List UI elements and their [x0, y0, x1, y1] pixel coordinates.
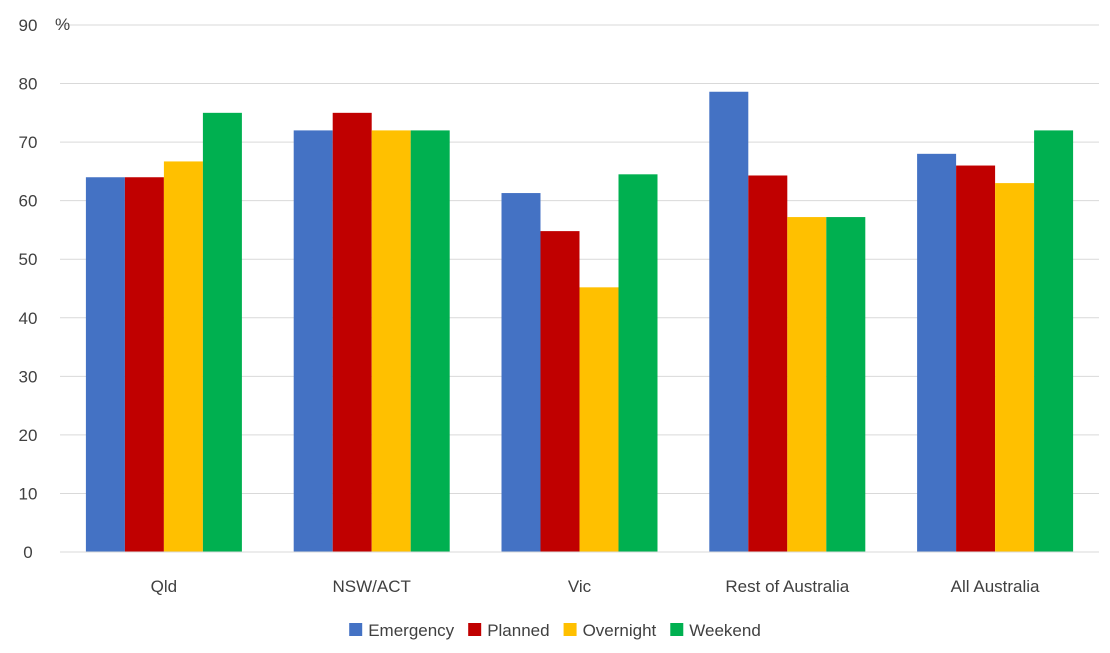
legend-label-planned: Planned	[487, 621, 549, 640]
x-tick-label: Vic	[568, 577, 592, 596]
legend-swatch-emergency	[349, 623, 363, 636]
legend-label-overnight: Overnight	[583, 621, 657, 640]
legend-swatch-overnight	[563, 623, 577, 636]
bar-emergency-2	[501, 193, 541, 552]
bar-weekend-3	[826, 217, 866, 552]
x-tick-label: Rest of Australia	[725, 577, 849, 596]
bar-overnight-1	[371, 130, 411, 552]
y-tick-label: 30	[19, 367, 38, 386]
bar-planned-2	[540, 231, 580, 553]
bar-emergency-0	[85, 177, 125, 552]
y-tick-label: 0	[23, 543, 32, 562]
bar-planned-3	[748, 175, 788, 552]
y-tick-label: 50	[19, 250, 38, 269]
bar-weekend-4	[1034, 130, 1074, 552]
y-tick-label: 90	[19, 16, 38, 35]
y-tick-label: 70	[19, 133, 38, 152]
x-tick-label: All Australia	[951, 577, 1040, 596]
legend-label-emergency: Emergency	[368, 621, 454, 640]
y-tick-label: 10	[19, 484, 38, 503]
y-tick-label: 80	[19, 75, 38, 94]
bar-emergency-4	[917, 153, 957, 553]
bar-planned-0	[124, 177, 164, 552]
y-axis-unit-label: %	[55, 15, 70, 34]
bar-weekend-1	[410, 130, 450, 552]
x-tick-label: NSW/ACT	[333, 577, 411, 596]
bar-overnight-2	[579, 287, 619, 552]
legend: Emergency Planned Overnight Weekend	[349, 621, 761, 640]
bar-planned-4	[956, 165, 996, 553]
bar-planned-1	[332, 112, 372, 552]
bar-emergency-1	[293, 130, 333, 552]
bars	[85, 91, 1074, 553]
x-tick-label: Qld	[151, 577, 177, 596]
x-axis-labels: Qld NSW/ACT Vic Rest of Australia All Austra…	[151, 577, 1040, 596]
bar-overnight-3	[787, 217, 827, 552]
y-axis-ticks: 0 10 20 30 40 50 60 70 80 90	[19, 16, 38, 562]
y-tick-label: 40	[19, 309, 38, 328]
legend-swatch-planned	[468, 623, 482, 636]
y-tick-label: 60	[19, 192, 38, 211]
bar-weekend-2	[618, 174, 658, 553]
bar-overnight-0	[163, 161, 203, 552]
bar-weekend-0	[202, 112, 242, 552]
y-tick-label: 20	[19, 426, 38, 445]
legend-swatch-weekend	[670, 623, 684, 636]
legend-label-weekend: Weekend	[689, 621, 761, 640]
bar-emergency-3	[709, 91, 749, 553]
bar-overnight-4	[995, 183, 1035, 552]
